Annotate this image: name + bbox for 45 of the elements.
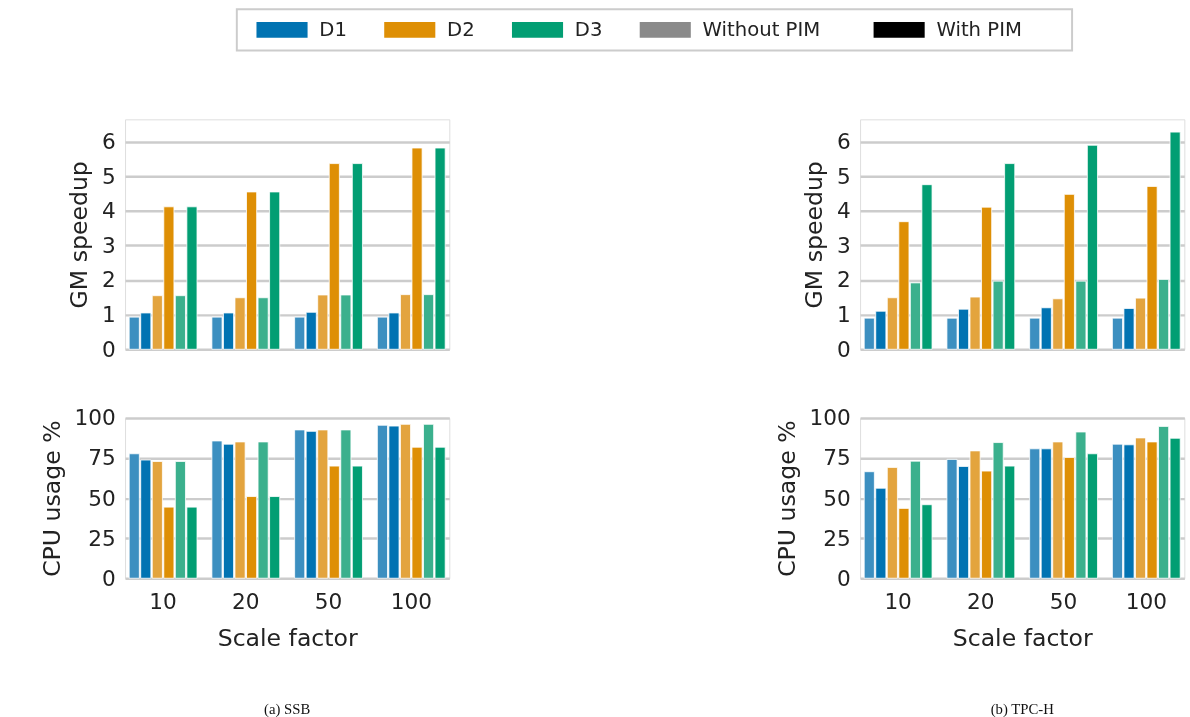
y-tick-label: 50 [88, 485, 116, 511]
y-tick-label: 3 [836, 232, 851, 258]
x-tick-label: 10 [149, 589, 177, 615]
y-tick-label: 0 [836, 336, 851, 362]
y-tick-label: 0 [101, 336, 116, 362]
y-axis-title: CPU usage % [772, 420, 801, 577]
text: With PIM [936, 17, 1022, 41]
y-tick-label: 2 [101, 267, 116, 293]
y-axis-title: GM speedup [800, 161, 829, 309]
y-tick-label: 1 [101, 302, 116, 328]
y-tick-label: 5 [836, 163, 851, 189]
y-tick-label: 1 [836, 302, 851, 328]
y-tick-label: 3 [101, 232, 116, 258]
y-tick-label: 25 [88, 525, 116, 551]
y-tick-label: 4 [101, 198, 116, 224]
text: (a) SSB [264, 700, 311, 717]
y-tick-label: 4 [836, 198, 851, 224]
y-tick-label: 2 [836, 267, 851, 293]
y-tick-label: 75 [88, 445, 116, 471]
x-tick-label: 10 [884, 589, 912, 615]
legend-label: D3 [574, 17, 603, 41]
x-tick-label: 100 [390, 589, 432, 615]
y-tick-label: 50 [823, 485, 851, 511]
legend-label: D1 [319, 17, 347, 41]
y-tick-label: 25 [823, 525, 851, 551]
x-tick-label: 50 [314, 589, 343, 615]
y-tick-label: 5 [101, 163, 116, 189]
y-tick-label: 6 [836, 129, 851, 155]
x-tick-label: 20 [232, 589, 260, 615]
y-tick-label: 100 [74, 405, 116, 431]
y-tick-label: 100 [809, 405, 851, 431]
y-axis-title: CPU usage % [37, 420, 66, 577]
y-tick-label: 0 [836, 565, 851, 591]
y-tick-label: 0 [101, 565, 116, 591]
x-tick-label: 100 [1125, 589, 1167, 615]
y-axis-title: GM speedup [65, 161, 94, 309]
legend-label: D2 [447, 17, 475, 41]
y-tick-label: 75 [823, 445, 851, 471]
text: (b) TPC-H [990, 700, 1055, 717]
x-tick-label: 20 [967, 589, 995, 615]
x-axis-title: Scale factor [952, 623, 1094, 652]
y-tick-label: 6 [101, 129, 116, 155]
x-tick-label: 50 [1049, 589, 1078, 615]
x-axis-title: Scale factor [217, 623, 358, 652]
text: Without PIM [702, 17, 821, 41]
